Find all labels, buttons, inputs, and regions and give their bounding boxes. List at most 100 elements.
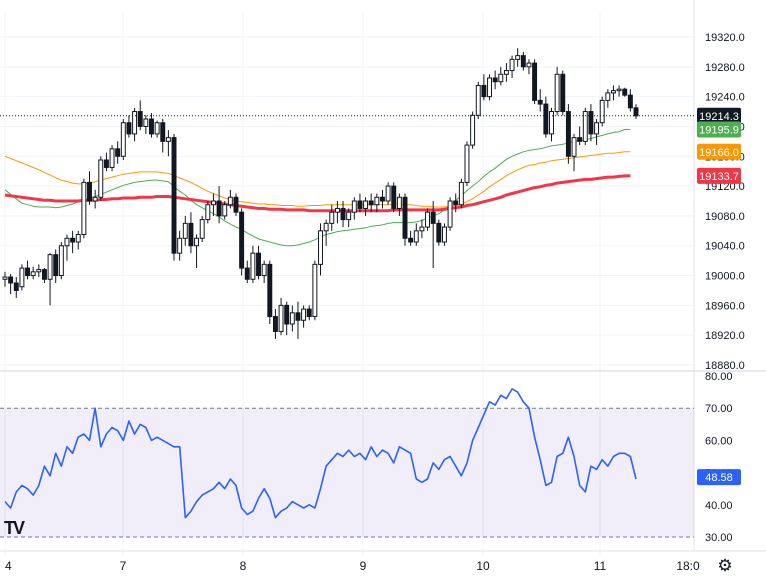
candle-body (98, 159, 104, 198)
candle-body (2, 276, 8, 280)
price-tick-label: 19280.0 (705, 62, 745, 74)
ma-line (4, 151, 631, 208)
candle-body (154, 122, 160, 135)
value-badge (697, 121, 741, 138)
value-badge-label: 19195.9 (699, 125, 739, 137)
candle-body (526, 62, 532, 68)
candle-body (256, 252, 261, 277)
candle-body (374, 196, 380, 206)
value-badge (697, 143, 741, 160)
candles (2, 48, 639, 339)
price-tick-label: 19040.0 (705, 241, 745, 253)
candle-body (588, 111, 594, 135)
time-tick-label: 18:0 (676, 559, 700, 573)
candle-body (323, 222, 329, 232)
candle-body (13, 282, 19, 291)
candle-body (177, 237, 183, 254)
time-tick-label: 9 (360, 559, 367, 573)
candle-body (239, 211, 245, 269)
candle-body (481, 84, 487, 98)
candle-body (312, 263, 318, 318)
candle-body (385, 185, 391, 202)
candle-body (115, 148, 121, 157)
candle-body (87, 181, 92, 202)
candle-body (272, 316, 278, 332)
candle-body (301, 308, 307, 321)
candle-body (425, 211, 431, 228)
candle-body (284, 304, 290, 325)
gear-icon[interactable]: ⚙ (717, 556, 733, 575)
candle-body (616, 88, 622, 92)
candle-body (137, 111, 143, 127)
tradingview-logo[interactable]: TV (4, 518, 25, 538)
candle-body (509, 58, 515, 72)
candle-body (289, 312, 295, 325)
price-axis[interactable]: 18880.0 18920.0 18960.0 19000.0 19040.0 19080… (705, 32, 745, 372)
rsi-series (4, 388, 637, 519)
candle-body (441, 226, 447, 243)
candle-body (278, 304, 284, 332)
candle-body (30, 271, 36, 277)
ma-line (4, 128, 631, 247)
candle-body (627, 94, 633, 109)
candle-body (363, 200, 369, 209)
rsi-tick-label: 80.00 (705, 371, 733, 383)
candle-body (120, 122, 126, 157)
candle-body (334, 207, 340, 213)
candle-body (70, 237, 76, 243)
candle-body (368, 200, 374, 206)
candle-body (233, 196, 239, 213)
candle-body (622, 88, 628, 96)
candle-body (92, 196, 98, 202)
candle-body (216, 200, 222, 217)
candle-body (582, 111, 588, 142)
candle-body (53, 254, 59, 277)
candle-body (599, 99, 605, 124)
value-badge-label: 19166.0 (699, 147, 739, 159)
candle-body (380, 196, 385, 202)
value-badge (697, 107, 741, 124)
candle-body (81, 181, 87, 236)
candle-body (447, 200, 453, 228)
value-badges: 19214.3 19195.9 19166.0 19133.7 48.58 (697, 107, 741, 486)
candle-body (109, 148, 115, 168)
value-badge (697, 469, 741, 486)
candle-body (126, 122, 132, 135)
candle-body (475, 84, 481, 116)
candle-body (402, 196, 408, 239)
candle-body (436, 222, 442, 243)
time-axis[interactable]: 4 7 8 9 10 11 18:0 (5, 559, 700, 573)
value-badge-label: 48.58 (705, 472, 733, 484)
price-tick-label: 19120.0 (705, 181, 745, 193)
candle-body (194, 237, 200, 247)
candle-body (165, 137, 171, 142)
candle-body (520, 55, 526, 68)
value-badge (697, 167, 741, 184)
price-tick-label: 19320.0 (705, 32, 745, 44)
candle-body (250, 252, 256, 280)
candle-body (633, 107, 639, 117)
candle-body (503, 70, 509, 75)
candle-body (41, 269, 47, 280)
candle-body (605, 92, 611, 101)
candle-body (515, 55, 521, 60)
candle-body (492, 77, 498, 83)
candle-body (171, 137, 177, 254)
price-tick-label: 18880.0 (705, 360, 745, 372)
candle-body (357, 200, 363, 209)
candle-body (8, 276, 14, 284)
candle-body (340, 207, 346, 221)
candle-body (261, 263, 267, 277)
candle-body (199, 219, 205, 239)
time-tick-label: 10 (476, 559, 490, 573)
candle-body (577, 137, 583, 142)
rsi-line (4, 388, 637, 519)
candle-body (537, 99, 543, 105)
time-tick-label: 4 (5, 559, 12, 573)
value-badge-label: 19133.7 (699, 171, 739, 183)
candle-body (295, 312, 301, 321)
candle-body (498, 73, 504, 83)
candle-body (182, 222, 188, 239)
